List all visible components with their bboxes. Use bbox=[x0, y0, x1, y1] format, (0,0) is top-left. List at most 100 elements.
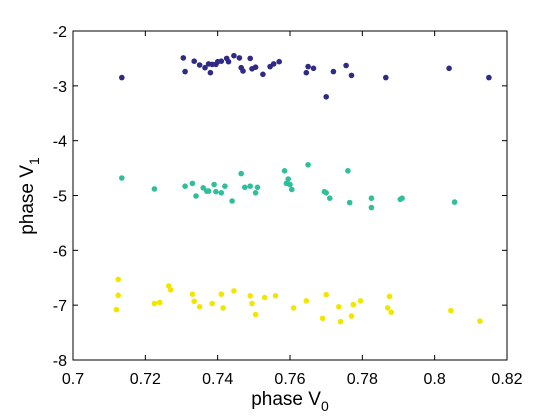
data-point-series-2-4 bbox=[189, 180, 196, 187]
data-point-series-1-19 bbox=[247, 55, 253, 62]
data-point-series-3-27 bbox=[350, 301, 357, 308]
x-tick-label: 0.74 bbox=[202, 371, 233, 388]
data-point-series-3-18 bbox=[261, 294, 268, 301]
data-point-series-1-16 bbox=[236, 55, 243, 61]
x-tick-label: 0.76 bbox=[274, 371, 305, 388]
data-point-series-3-26 bbox=[348, 313, 355, 319]
y-tick-label: -4 bbox=[53, 134, 67, 151]
data-point-series-3-17 bbox=[252, 311, 259, 318]
data-point-series-1-8 bbox=[207, 69, 214, 76]
data-point-series-3-23 bbox=[323, 291, 330, 298]
data-point-series-1-4 bbox=[191, 58, 197, 64]
data-point-series-1-12 bbox=[218, 58, 225, 64]
data-point-series-3-19 bbox=[272, 293, 279, 299]
data-point-series-1-28 bbox=[310, 65, 317, 72]
data-point-series-3-16 bbox=[249, 300, 255, 307]
data-point-series-2-12 bbox=[222, 183, 228, 189]
y-axis-label: phase V1 bbox=[17, 157, 42, 235]
data-point-series-3-33 bbox=[477, 318, 483, 324]
data-point-series-2-30 bbox=[368, 195, 375, 201]
data-point-series-1-2 bbox=[180, 55, 187, 61]
data-point-series-3-25 bbox=[337, 318, 344, 325]
data-point-series-3-20 bbox=[290, 305, 297, 311]
y-axis-label-subscript: 1 bbox=[26, 157, 42, 165]
data-point-series-2-24 bbox=[305, 162, 311, 168]
data-point-series-2-1 bbox=[119, 175, 125, 181]
data-point-series-1-3 bbox=[182, 68, 188, 75]
data-point-series-1-30 bbox=[330, 68, 337, 75]
data-point-series-3-14 bbox=[231, 288, 237, 294]
data-point-series-2-6 bbox=[200, 185, 206, 191]
data-point-series-2-2 bbox=[151, 186, 158, 192]
data-point-series-2-31 bbox=[368, 204, 375, 211]
data-point-series-1-31 bbox=[343, 62, 349, 69]
data-point-series-2-13 bbox=[229, 198, 235, 204]
data-point-series-3-24 bbox=[336, 304, 342, 310]
data-point-series-1-29 bbox=[323, 94, 330, 100]
data-point-series-2-27 bbox=[327, 195, 333, 201]
data-point-series-3-22 bbox=[319, 315, 326, 322]
data-point-series-2-8 bbox=[205, 188, 212, 194]
data-point-series-1-6 bbox=[202, 64, 208, 71]
data-point-series-2-9 bbox=[211, 181, 217, 188]
ticks-layer: 0.7 0.72 0.74 0.76 0.78 0.8 0.82 -8 -7 -6 -5 -4 -3 -2 bbox=[53, 24, 523, 388]
data-point-series-1-26 bbox=[303, 69, 310, 76]
data-point-series-2-33 bbox=[399, 195, 405, 201]
data-point-series-1-24 bbox=[270, 61, 277, 67]
data-point-series-3-29 bbox=[384, 305, 391, 311]
data-point-series-3-28 bbox=[357, 298, 364, 304]
data-point-series-1-32 bbox=[348, 72, 355, 79]
data-point-series-3-13 bbox=[220, 305, 226, 311]
data-point-series-1-1 bbox=[119, 74, 125, 81]
data-point-series-3-1 bbox=[113, 306, 120, 313]
y-tick-label: -6 bbox=[53, 243, 67, 260]
data-point-series-3-32 bbox=[448, 307, 454, 314]
data-point-series-1-18 bbox=[240, 68, 246, 74]
data-point-series-3-2 bbox=[115, 292, 121, 299]
x-tick-label: 0.82 bbox=[491, 371, 522, 388]
data-point-series-3-15 bbox=[247, 293, 253, 299]
data-point-series-2-22 bbox=[287, 181, 293, 188]
data-point-series-3-3 bbox=[115, 276, 121, 283]
x-tick-label: 0.72 bbox=[130, 371, 161, 388]
data-point-series-2-11 bbox=[218, 190, 225, 196]
data-point-series-3-9 bbox=[191, 298, 197, 305]
data-point-series-1-35 bbox=[486, 74, 492, 81]
data-point-series-2-23 bbox=[289, 186, 295, 193]
data-point-series-2-14 bbox=[238, 170, 244, 177]
data-point-series-2-19 bbox=[281, 168, 288, 174]
data-point-series-1-25 bbox=[276, 58, 283, 65]
data-point-series-2-10 bbox=[213, 188, 219, 195]
data-point-series-2-3 bbox=[182, 183, 188, 189]
x-tick-label: 0.8 bbox=[424, 371, 446, 388]
y-tick-label: -5 bbox=[53, 189, 67, 206]
x-tick-label: 0.7 bbox=[62, 371, 84, 388]
data-point-series-3-30 bbox=[386, 293, 393, 300]
points-layer bbox=[113, 52, 492, 325]
data-point-series-3-5 bbox=[157, 299, 163, 306]
y-tick-label: -8 bbox=[53, 353, 67, 370]
x-tick-label: 0.78 bbox=[347, 371, 378, 388]
y-tick-label: -3 bbox=[53, 79, 67, 96]
data-point-series-3-11 bbox=[209, 300, 215, 307]
y-tick-label: -7 bbox=[53, 298, 67, 315]
data-point-series-1-27 bbox=[305, 63, 311, 70]
data-point-series-1-22 bbox=[260, 71, 266, 78]
data-point-series-1-15 bbox=[231, 52, 237, 59]
y-tick-label: -2 bbox=[53, 24, 67, 41]
x-axis-label-subscript: 0 bbox=[321, 398, 329, 414]
data-point-series-2-15 bbox=[242, 184, 248, 191]
data-point-series-3-31 bbox=[388, 309, 395, 316]
data-point-series-2-29 bbox=[346, 199, 353, 206]
plot-area bbox=[73, 31, 507, 360]
data-point-series-1-34 bbox=[446, 65, 452, 72]
data-point-series-1-33 bbox=[383, 74, 389, 81]
data-point-series-1-14 bbox=[225, 58, 232, 65]
data-point-series-2-16 bbox=[247, 183, 253, 189]
data-point-series-3-21 bbox=[303, 298, 310, 304]
data-point-series-3-4 bbox=[151, 300, 158, 307]
x-axis-label: phase V0 bbox=[251, 389, 329, 414]
data-point-series-3-10 bbox=[196, 304, 203, 310]
data-point-series-2-26 bbox=[323, 190, 330, 196]
